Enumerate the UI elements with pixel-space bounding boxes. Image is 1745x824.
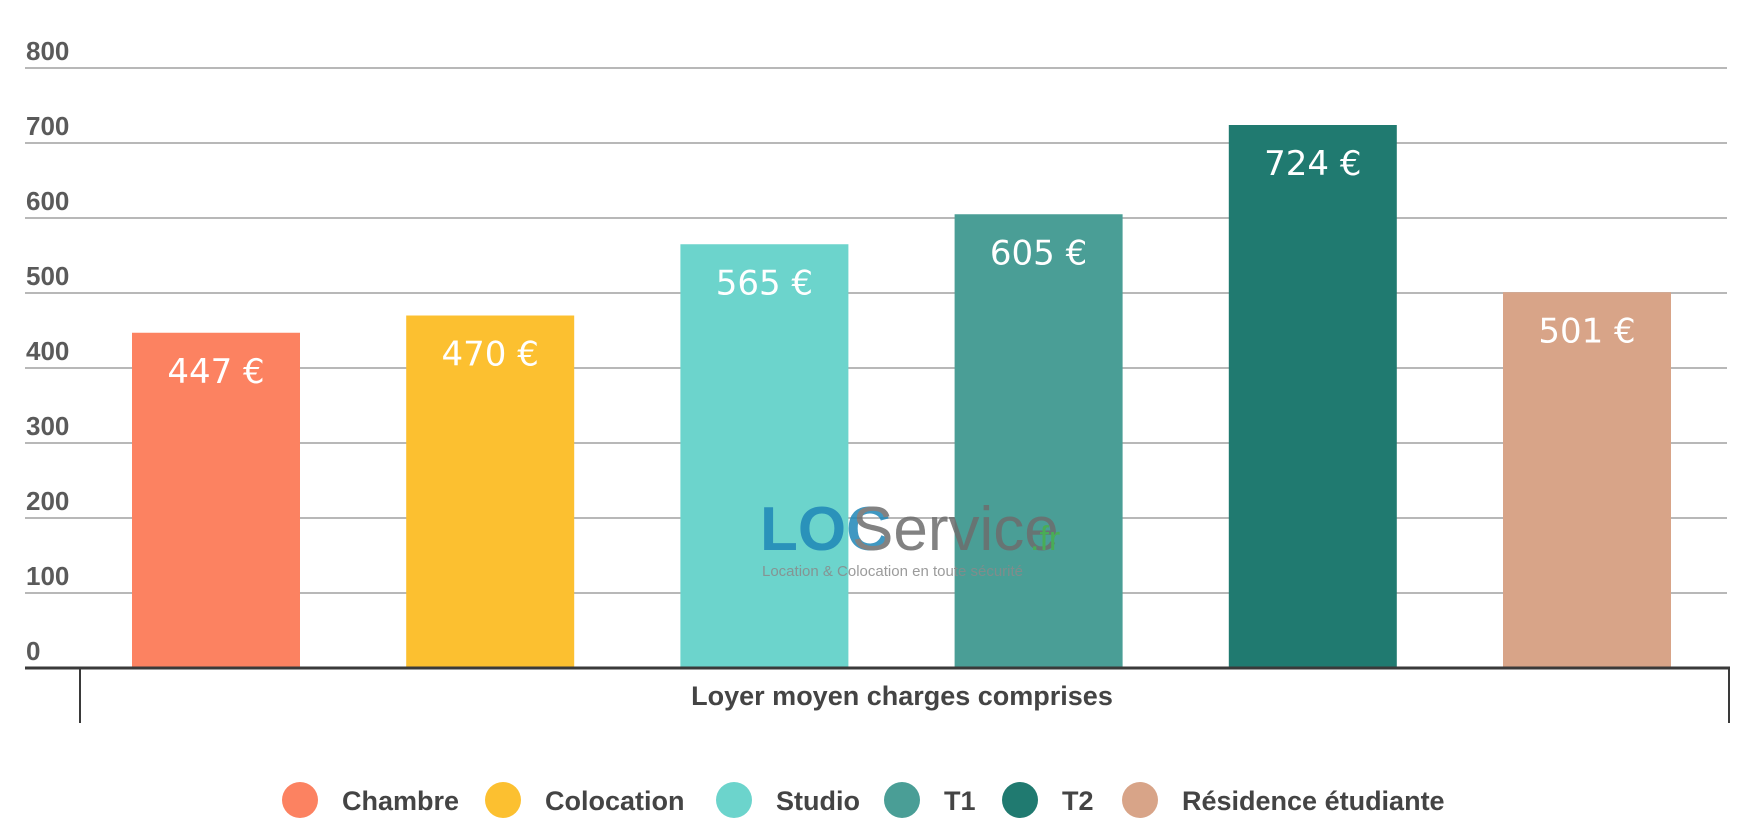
legend-label: Studio [776, 786, 860, 816]
legend-swatch [884, 782, 920, 818]
x-axis-label: Loyer moyen charges comprises [691, 681, 1113, 711]
watermark-brand-loc: LOC [760, 495, 891, 564]
bar-value-label: 724 € [1264, 144, 1361, 184]
locservice-watermark-logo: LOC Service .fr Location & Colocation en… [760, 495, 1060, 580]
gridlines [25, 67, 1727, 594]
bar-studio [680, 244, 849, 668]
bar-value-label: 565 € [716, 263, 813, 303]
y-tick-label: 200 [26, 486, 69, 516]
y-tick-label: 100 [26, 561, 69, 591]
bar-value-label: 470 € [442, 335, 539, 375]
bar-chambre [132, 332, 300, 668]
y-tick-label: 300 [26, 411, 69, 441]
legend-swatch [1122, 782, 1158, 818]
bars [132, 125, 1671, 668]
legend-label: T2 [1062, 786, 1094, 816]
y-tick-label: 700 [26, 111, 69, 141]
legend-label: Résidence étudiante [1182, 786, 1445, 816]
bar-value-label: 605 € [990, 233, 1087, 273]
watermark-brand-suffix: .fr [1030, 520, 1060, 558]
bar-t1 [954, 214, 1123, 668]
watermark-brand-service: Service [852, 495, 1059, 564]
legend-swatch [485, 782, 521, 818]
legend-swatch [282, 782, 318, 818]
bar-résidence-étudiante [1503, 292, 1671, 668]
y-tick-label: 0 [26, 636, 40, 666]
bar-colocation [406, 315, 575, 668]
bar-value-label: 447 € [167, 352, 264, 392]
bar-value-labels: 447 € 470 € 565 € 605 € 724 € 501 € [167, 144, 1635, 392]
legend: Chambre Colocation Studio T1 T2 Résidence étu… [282, 782, 1445, 818]
bar-t2 [1228, 125, 1397, 668]
bar-value-label: 501 € [1538, 311, 1635, 351]
y-tick-label: 800 [26, 36, 69, 66]
y-axis-tick-labels: 0 100 200 300 400 500 600 700 800 [26, 36, 69, 666]
legend-label: T1 [944, 786, 976, 816]
y-tick-label: 600 [26, 186, 69, 216]
y-tick-label: 500 [26, 261, 69, 291]
watermark-tagline: Location & Colocation en toute sécurité [762, 563, 1023, 580]
legend-swatch [1002, 782, 1038, 818]
legend-swatch [716, 782, 752, 818]
y-tick-label: 400 [26, 336, 69, 366]
legend-label: Chambre [342, 786, 459, 816]
legend-label: Colocation [545, 786, 685, 816]
